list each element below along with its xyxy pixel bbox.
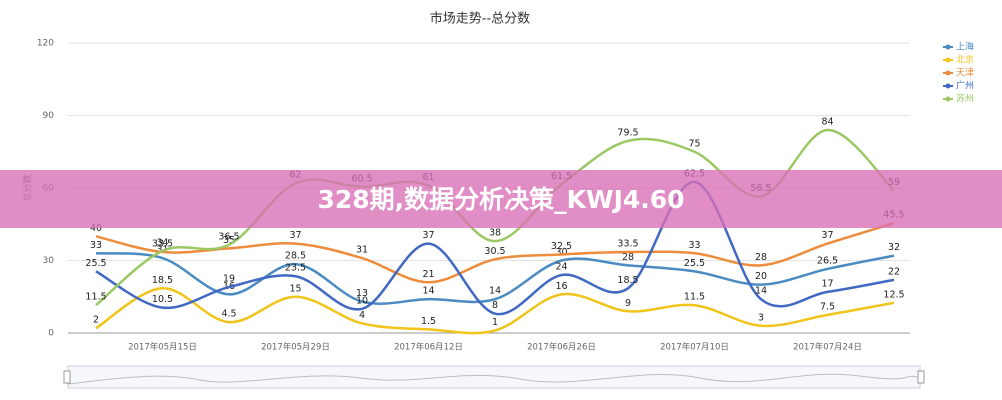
legend-dot [945, 96, 951, 102]
data-label: 7.5 [820, 301, 835, 312]
data-label: 19 [223, 274, 235, 285]
data-label: 9 [625, 298, 631, 309]
x-tick-label: 2017年06月12日 [394, 342, 463, 353]
data-label: 30 [555, 247, 567, 258]
data-label: 23.5 [285, 263, 306, 274]
data-label: 31 [356, 245, 368, 256]
data-label: 4.5 [221, 309, 236, 320]
data-label: 37 [289, 230, 301, 241]
data-label: 25.5 [684, 258, 705, 269]
data-label: 24 [555, 262, 567, 273]
slider-handle[interactable] [63, 370, 71, 384]
data-label: 21 [422, 269, 434, 280]
chart-title: 市场走势--总分数 [430, 11, 530, 27]
data-label: 1.5 [421, 316, 436, 327]
data-label: 16 [555, 281, 567, 292]
data-label: 22 [888, 266, 900, 277]
series-line [95, 252, 895, 305]
data-label: 34 [156, 237, 168, 248]
data-label: 14 [755, 286, 767, 297]
legend-dot [945, 70, 951, 76]
data-label: 33.5 [152, 239, 173, 250]
data-label: 33 [90, 240, 102, 251]
series-line [95, 287, 895, 335]
data-label: 84 [821, 117, 833, 128]
data-label: 35 [223, 235, 235, 246]
data-label: 2 [93, 315, 99, 326]
y-tick-label: 90 [43, 111, 55, 121]
data-label: 11.5 [85, 292, 106, 303]
data-label: 40 [90, 223, 102, 234]
y-tick-label: 120 [37, 39, 54, 49]
y-tick-label: 0 [48, 329, 54, 339]
data-label: 17 [821, 278, 833, 289]
data-label: 37 [821, 230, 833, 241]
legend-label: 天津 [956, 68, 974, 79]
data-label: 33 [688, 240, 700, 251]
x-tick-label: 2017年05月29日 [261, 342, 330, 353]
x-tick-label: 2017年05月15日 [128, 342, 197, 353]
slider-preview [67, 373, 921, 385]
data-label: 12.5 [883, 289, 904, 300]
data-label: 25.5 [85, 258, 106, 269]
data-label: 18.5 [617, 275, 638, 286]
data-label: 32.5 [551, 241, 572, 252]
x-tick-label: 2017年07月24日 [793, 342, 862, 353]
data-label: 10 [356, 295, 368, 306]
data-label: 28.5 [285, 251, 306, 262]
data-label: 10.5 [152, 294, 173, 305]
data-label: 26.5 [817, 255, 838, 266]
y-tick-label: 30 [43, 256, 55, 266]
legend-label: 广州 [956, 80, 974, 92]
legend-dot [945, 83, 951, 89]
series-line [95, 221, 895, 284]
data-label: 14 [489, 286, 501, 297]
data-label: 75 [688, 138, 700, 149]
data-label: 20 [755, 271, 767, 282]
x-tick-label: 2017年07月10日 [660, 342, 729, 353]
data-label: 30.5 [484, 246, 505, 257]
legend-dot [945, 44, 951, 50]
data-label: 18.5 [152, 275, 173, 286]
data-label: 32 [888, 242, 900, 253]
data-label: 79.5 [617, 127, 638, 138]
legend-label: 苏州 [956, 93, 974, 105]
data-label: 37 [422, 230, 434, 241]
series-line [95, 180, 895, 316]
data-label: 14 [422, 286, 434, 297]
zoom-slider[interactable] [63, 365, 925, 389]
slider-handle[interactable] [917, 370, 925, 384]
data-label: 3 [758, 312, 764, 323]
data-label: 38 [489, 228, 501, 239]
data-label: 8 [492, 300, 498, 311]
data-label: 15 [289, 283, 301, 294]
data-label: 36.5 [218, 231, 239, 242]
banner-text: 328期,数据分析决策_KWJ4.60 [317, 185, 684, 214]
data-label: 13 [356, 288, 368, 299]
data-label: 11.5 [684, 292, 705, 303]
data-label: 33.5 [617, 239, 638, 250]
legend-dot [945, 57, 951, 63]
data-label: 4 [359, 310, 365, 321]
legend-label: 上海 [956, 41, 974, 53]
data-label: 1 [492, 317, 498, 328]
legend-label: 北京 [956, 54, 974, 66]
data-label: 28 [755, 252, 767, 263]
x-tick-label: 2017年06月26日 [527, 342, 596, 353]
data-label: 28 [622, 252, 634, 263]
banner [0, 170, 1002, 228]
